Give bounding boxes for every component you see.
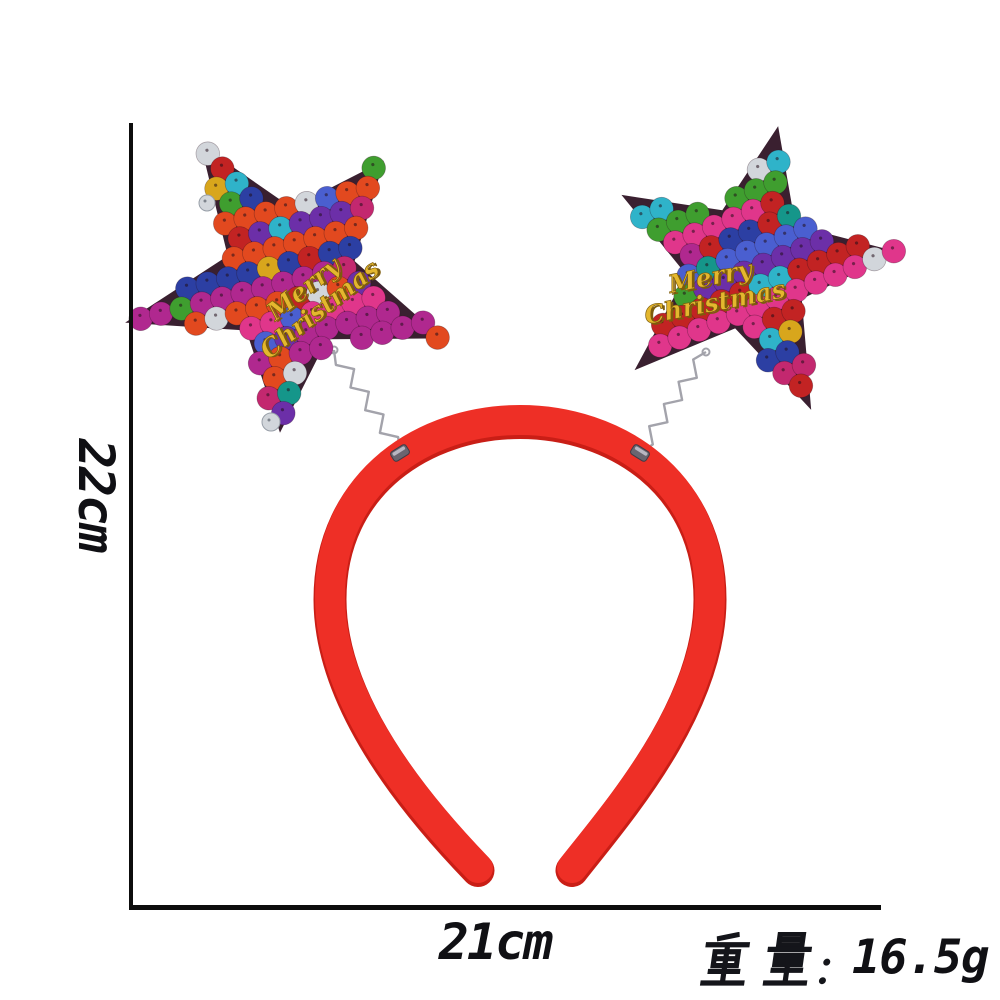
left-star [125,141,450,433]
width-dimension-line [129,905,881,910]
weight-label-cjk [699,932,831,986]
right-spring [639,347,711,454]
height-label: 22cm [67,438,125,552]
height-dimension-line [129,123,133,909]
right-spring-clamp [630,444,650,462]
left-spring-clamp [390,444,410,462]
right-star [621,126,906,410]
loose-sequin-disc [261,412,281,432]
headband [313,404,727,887]
loose-sequin-disc [198,194,216,212]
left-spring [329,345,402,453]
weight-value: 16.5g [852,930,989,985]
width-label: 21cm [438,913,553,971]
